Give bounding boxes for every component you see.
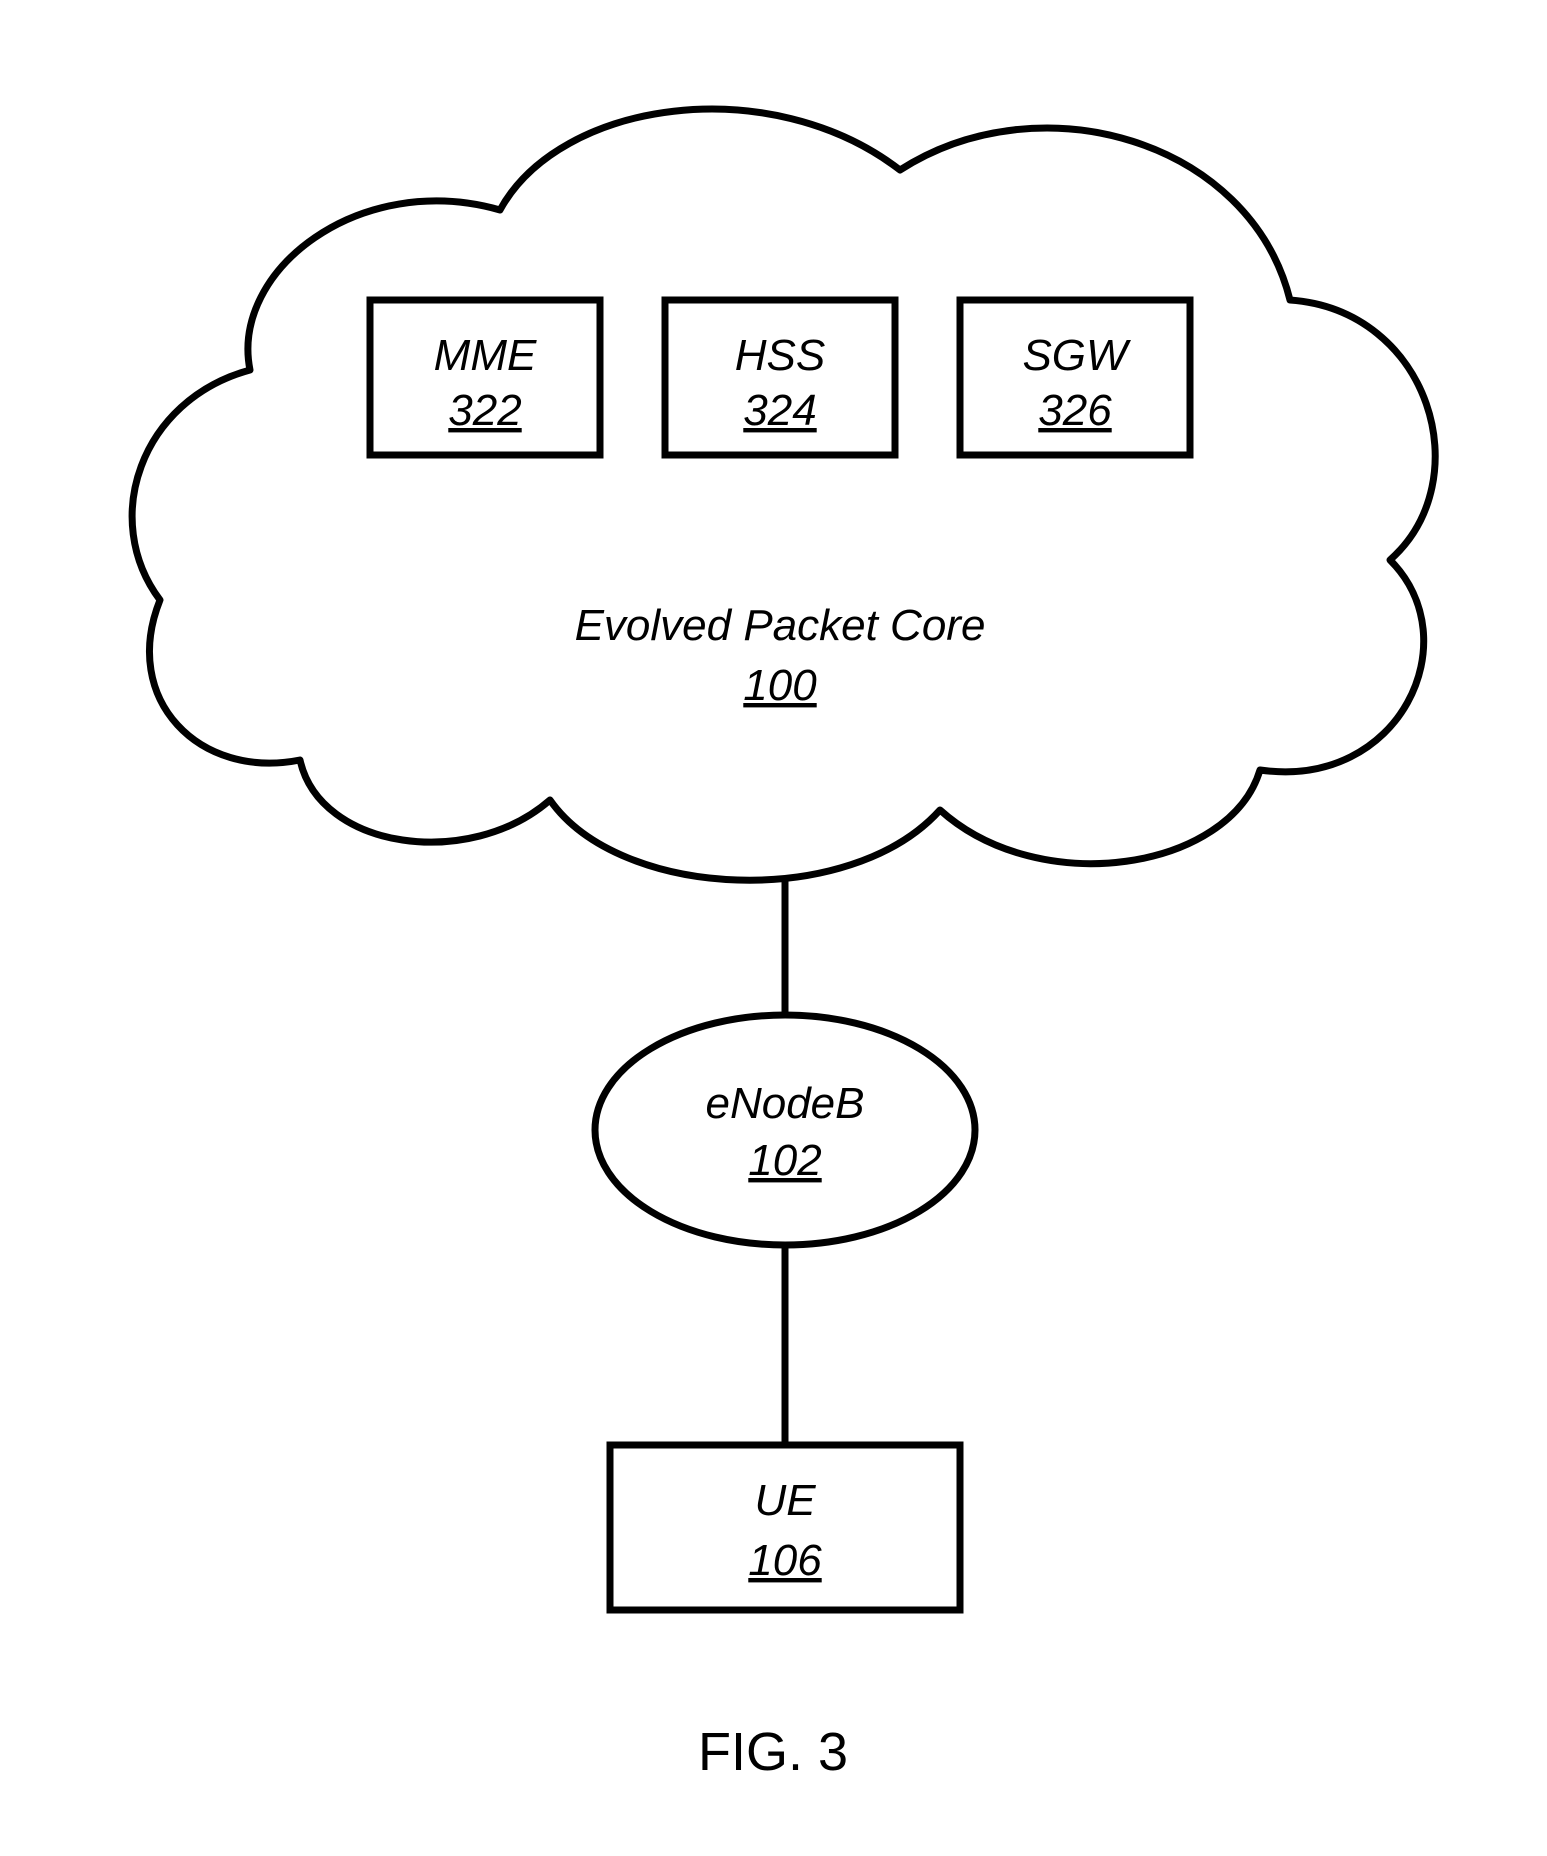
node-title-mme: MME — [434, 331, 537, 380]
node-title-hss: HSS — [735, 331, 825, 380]
network-diagram: Evolved Packet Core 100 MME 322 HSS 324 SGW 326… — [0, 0, 1547, 1851]
node-enodeb — [595, 1015, 975, 1245]
node-ref-enodeb: 102 — [748, 1136, 821, 1185]
node-title-sgw: SGW — [1022, 331, 1131, 380]
node-ue — [610, 1445, 960, 1610]
node-ref-ue: 106 — [748, 1536, 822, 1585]
node-ref-mme: 322 — [448, 386, 521, 435]
node-title-ue: UE — [754, 1476, 816, 1525]
node-title-cloud: Evolved Packet Core — [575, 601, 986, 650]
figure-label: FIG. 3 — [698, 1722, 848, 1782]
node-title-enodeb: eNodeB — [705, 1079, 864, 1128]
node-ref-sgw: 326 — [1038, 386, 1112, 435]
node-ref-cloud: 100 — [743, 661, 817, 710]
node-ref-hss: 324 — [743, 386, 816, 435]
